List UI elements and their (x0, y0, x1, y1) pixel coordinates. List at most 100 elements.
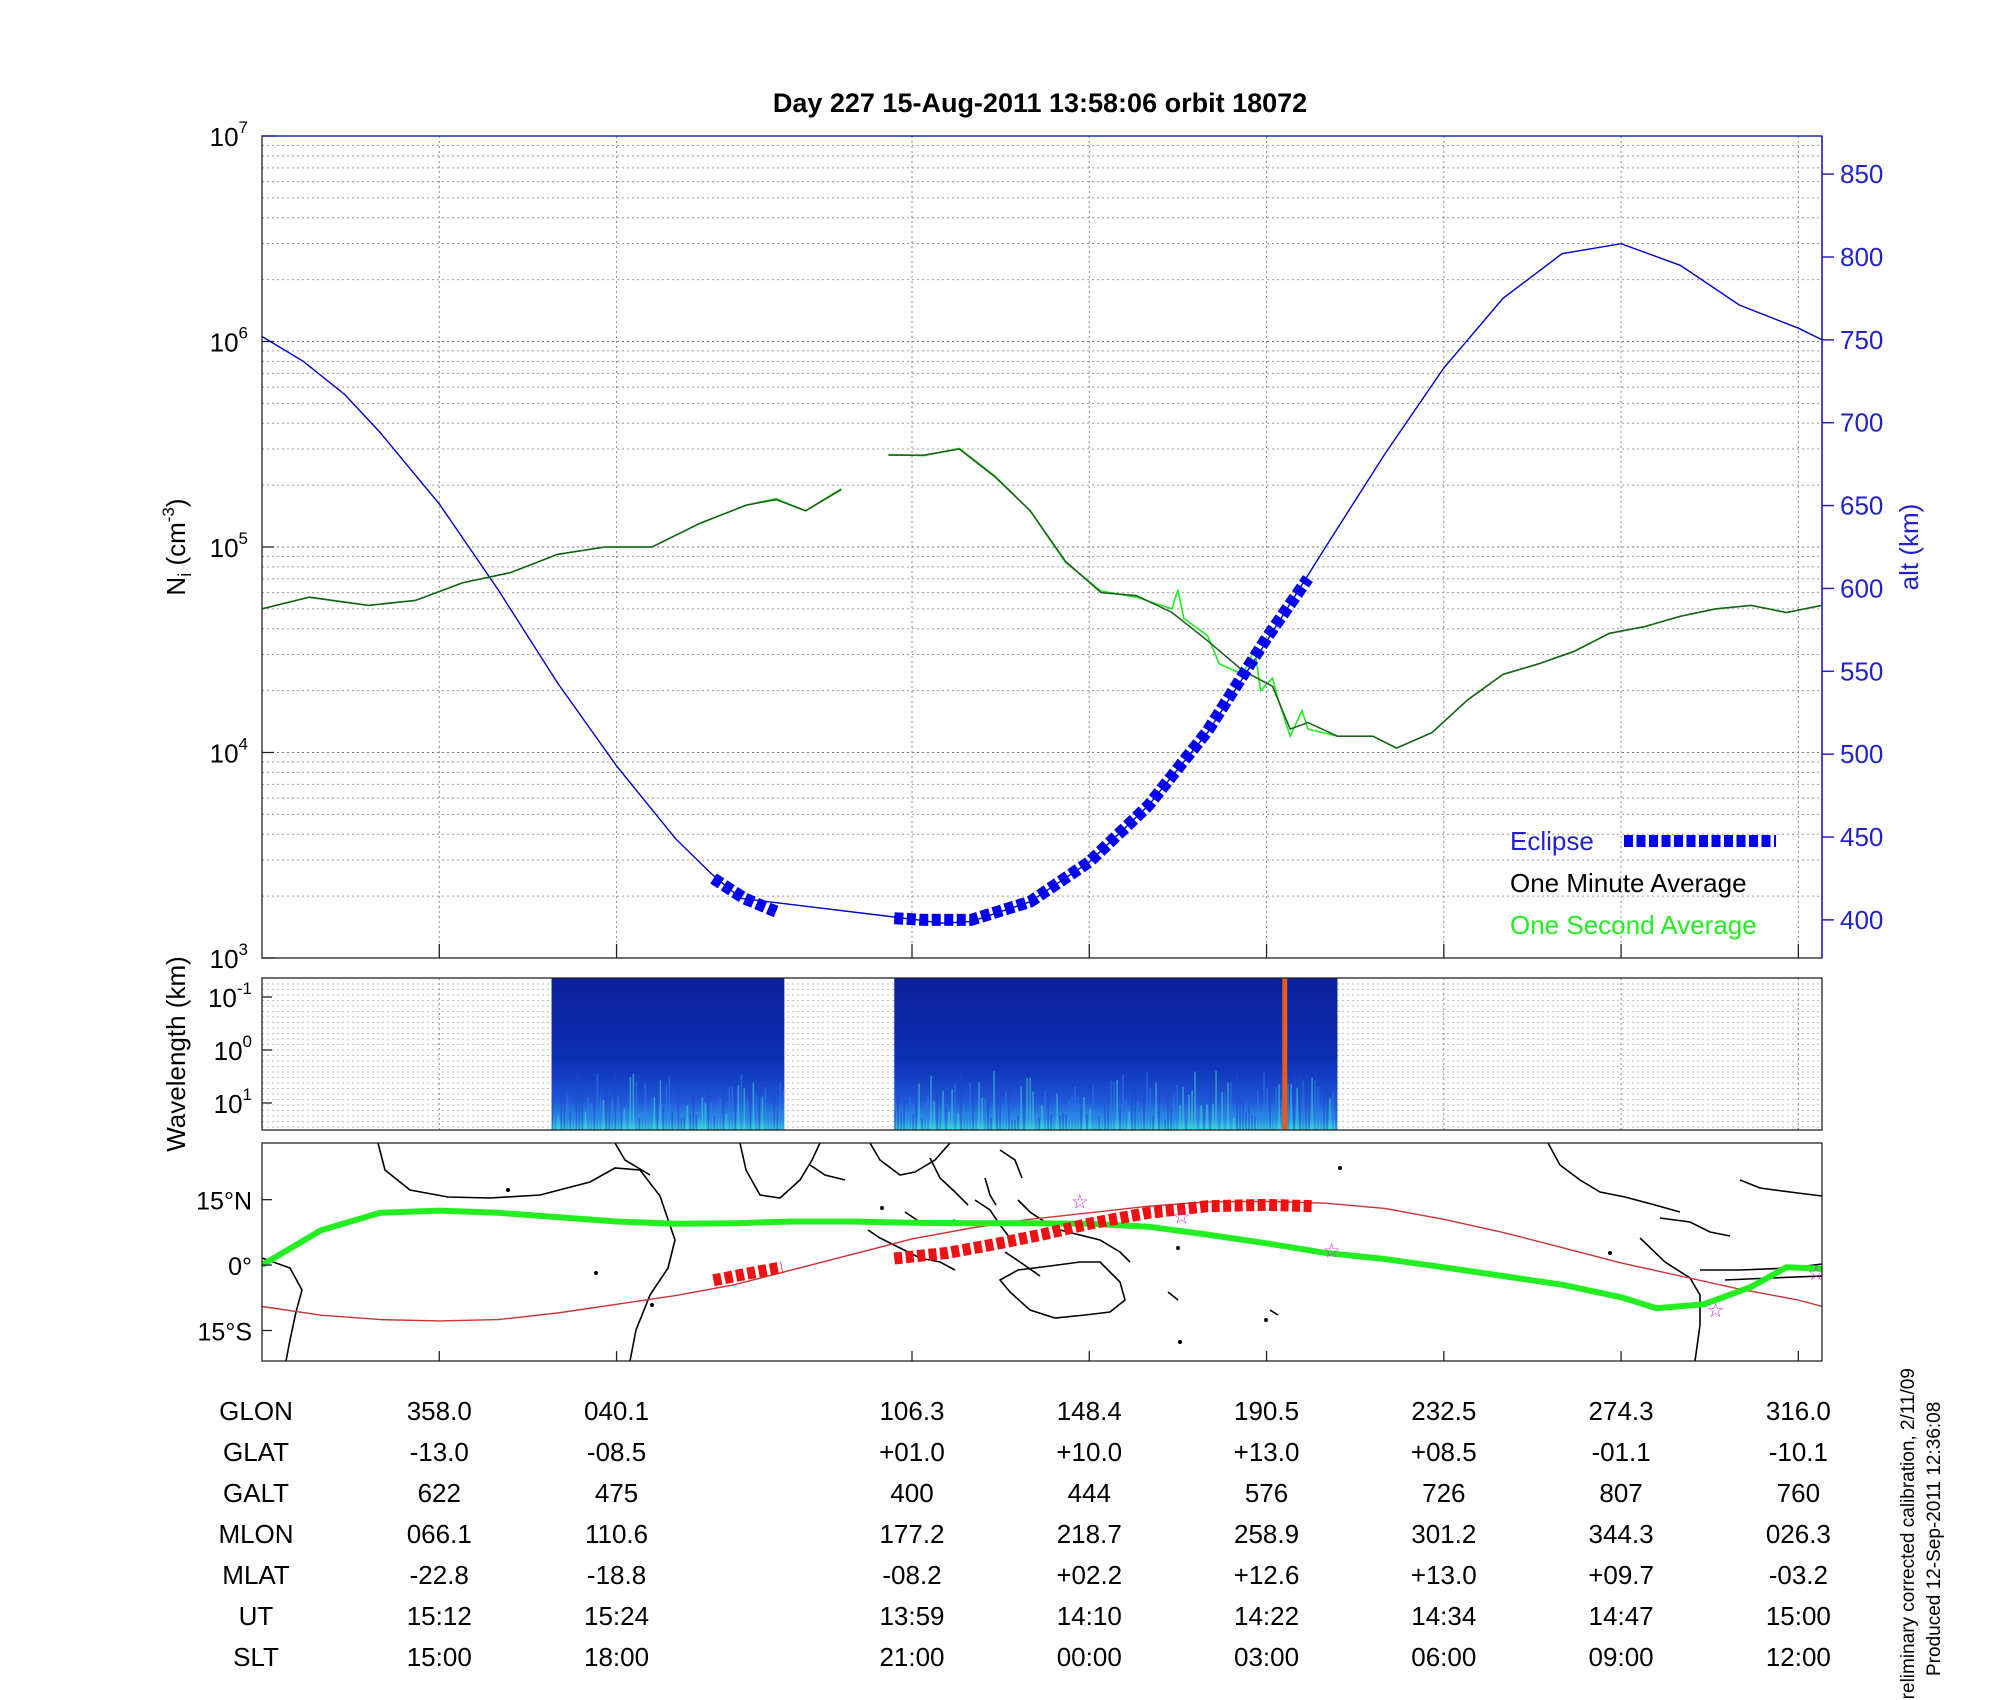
spectrogram-stripe (912, 1114, 914, 1130)
spectrogram-stripe (1083, 1096, 1085, 1130)
p1-left-tick-label: 103 (210, 940, 248, 974)
spectrogram-stripe (563, 1080, 566, 1130)
spectrogram-stripe (1206, 1104, 1208, 1130)
y-axis-label-wavelength: Wavelength (km) (161, 956, 191, 1152)
spectrogram-stripe (1077, 1096, 1079, 1130)
p1-right-tick-label: 500 (1840, 739, 1883, 769)
spectrogram-stripe (996, 1089, 998, 1130)
spectrogram-stripe (749, 1092, 752, 1130)
ephemeris-cell: 15:12 (407, 1601, 472, 1631)
spectrogram-block (551, 978, 785, 1130)
spectrogram-stripe (584, 1111, 587, 1130)
spectrogram-stripe (698, 1119, 701, 1130)
p1-right-tick-label: 400 (1840, 905, 1883, 935)
p2-spectrogram-data (551, 978, 1338, 1130)
spectrogram-stripe (984, 1097, 986, 1130)
spectrogram-stripe (572, 1111, 575, 1130)
star-marker: ☆ (1172, 1207, 1190, 1229)
spectrogram-stripe (1041, 1105, 1043, 1130)
map-island-marks (506, 1166, 1612, 1344)
spectrogram-stripe (960, 1071, 962, 1130)
spectrogram-stripe (695, 1114, 698, 1130)
spectrogram-stripe (734, 1075, 737, 1130)
spectrogram-stripe (557, 1116, 560, 1130)
spectrogram-stripe (1047, 1084, 1049, 1130)
spectrogram-stripe (1200, 1105, 1202, 1130)
spectrogram-stripe (1005, 1091, 1007, 1130)
spectrogram-stripe (1119, 1108, 1121, 1130)
spectrogram-stripe (1137, 1100, 1139, 1130)
spectrogram-stripe (713, 1115, 716, 1130)
spectrogram-stripe (1251, 1114, 1253, 1130)
p3-lat-ticks: 15°N 0° 15°S (196, 1188, 1800, 1361)
spectrogram-stripe (1194, 1071, 1196, 1130)
spectrogram-stripe (716, 1104, 719, 1130)
spectrogram-stripe (1287, 1083, 1289, 1130)
spectrogram-stripe (1227, 1082, 1229, 1130)
p3-tracks: ☆ ☆ ☆ ☆ ☆ (262, 1192, 1822, 1322)
spectrogram-stripe (1128, 1111, 1130, 1130)
spectrogram-stripe (764, 1087, 767, 1130)
spectrogram-stripe (1302, 1080, 1304, 1130)
ephemeris-cell: 15:00 (1766, 1601, 1831, 1631)
p2-tick-label: 100 (214, 1032, 252, 1066)
p1-left-tick-label: 105 (210, 529, 248, 563)
spectrogram-stripe (602, 1099, 605, 1130)
spectrogram-stripe (966, 1113, 968, 1130)
ephemeris-cell: 400 (890, 1478, 933, 1508)
spectrogram-panel: 10-1 100 101 Wavelength (km) (161, 956, 1823, 1152)
ephemeris-cell: -22.8 (410, 1560, 469, 1590)
spectrogram-stripe (1038, 1116, 1040, 1130)
legend: Eclipse One Minute Average One Second Av… (1510, 826, 1776, 940)
spectrogram-stripe (1092, 1085, 1094, 1130)
ephemeris-cell: +12.6 (1234, 1560, 1300, 1590)
spectrogram-stripe (1215, 1070, 1217, 1130)
spectrogram-stripe (560, 1090, 563, 1130)
spectrogram-stripe (1179, 1104, 1181, 1130)
p1-right-tick-label: 800 (1840, 242, 1883, 272)
spectrogram-stripe (1161, 1110, 1163, 1130)
spectrogram-stripe (1074, 1086, 1076, 1130)
spectrogram-stripe (1134, 1088, 1136, 1130)
spectrogram-stripe (680, 1117, 683, 1130)
spectrogram-stripe (710, 1102, 713, 1130)
spectrogram-stripe (638, 1118, 641, 1130)
spectrogram-stripe (617, 1095, 620, 1130)
spectrogram-stripe (596, 1073, 599, 1130)
spectrogram-stripe (1290, 1083, 1292, 1130)
spectrogram-stripe (930, 1075, 932, 1130)
density-one-minute-line (261, 489, 842, 610)
p1-x-ticks (438, 944, 1800, 958)
spectrogram-stripe (728, 1086, 731, 1130)
spectrogram-stripe (1080, 1107, 1082, 1130)
spectrogram-stripe (957, 1113, 959, 1130)
spectrogram-stripe (1011, 1119, 1013, 1130)
spectrogram-stripe (1257, 1090, 1259, 1130)
spectrogram-stripe (1158, 1087, 1160, 1130)
spectrogram-stripe (978, 1082, 980, 1130)
spectrogram-stripe (1266, 1088, 1268, 1130)
spectrogram-stripe (1188, 1094, 1190, 1130)
spectrogram-stripe (933, 1100, 935, 1130)
spectrogram-stripe (629, 1077, 632, 1130)
produced-note: Produced 12-Sep-2011 12:36:08 (1924, 1402, 1945, 1676)
spectrogram-stripe (776, 1110, 779, 1130)
spectrogram-stripe (707, 1084, 710, 1130)
spectrogram-stripe (924, 1102, 926, 1130)
spectrogram-stripe (1335, 1102, 1337, 1130)
spectrogram-stripe (951, 1089, 953, 1130)
ephemeris-cell: 03:00 (1234, 1642, 1299, 1672)
spectrogram-stripe (1020, 1086, 1022, 1130)
spectrogram-stripe (779, 1083, 782, 1130)
spectrogram-stripe (566, 1095, 569, 1130)
p1-grid (262, 136, 1822, 959)
spectrogram-stripe (1218, 1109, 1220, 1130)
spectrogram-stripe (704, 1103, 707, 1130)
spectrogram-stripe (554, 1107, 557, 1130)
spectrogram-stripe (605, 1087, 608, 1130)
p3-tick-label: 15°N (196, 1188, 252, 1216)
ephemeris-cell: 301.2 (1411, 1519, 1476, 1549)
ephemeris-cell: 760 (1777, 1478, 1820, 1508)
spectrogram-stripe (894, 1111, 896, 1130)
ephemeris-cell: 026.3 (1766, 1519, 1831, 1549)
